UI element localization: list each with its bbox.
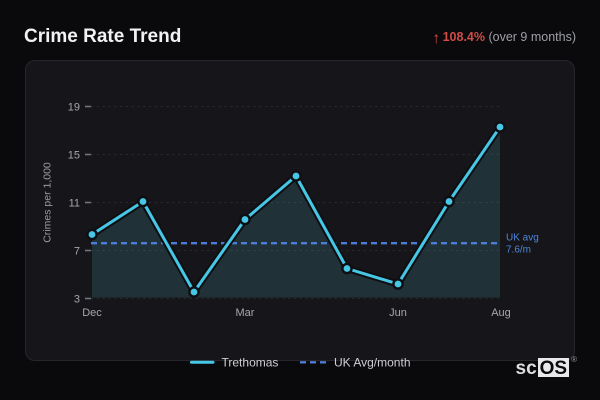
svg-text:Aug: Aug (491, 307, 511, 319)
svg-text:11: 11 (69, 198, 80, 210)
svg-text:7: 7 (74, 246, 80, 258)
svg-text:3: 3 (74, 294, 80, 306)
svg-text:19: 19 (68, 102, 80, 114)
svg-text:15: 15 (68, 150, 80, 162)
svg-text:UK avg: UK avg (506, 232, 539, 243)
svg-text:Dec: Dec (82, 307, 102, 319)
svg-text:Jun: Jun (389, 307, 407, 319)
svg-text:Crimes per 1,000: Crimes per 1,000 (42, 162, 54, 243)
svg-text:UK Avg/month: UK Avg/month (334, 356, 411, 370)
svg-text:Trethomas: Trethomas (222, 356, 279, 370)
svg-text:Mar: Mar (236, 307, 255, 319)
svg-text:7.6/m: 7.6/m (506, 244, 531, 255)
